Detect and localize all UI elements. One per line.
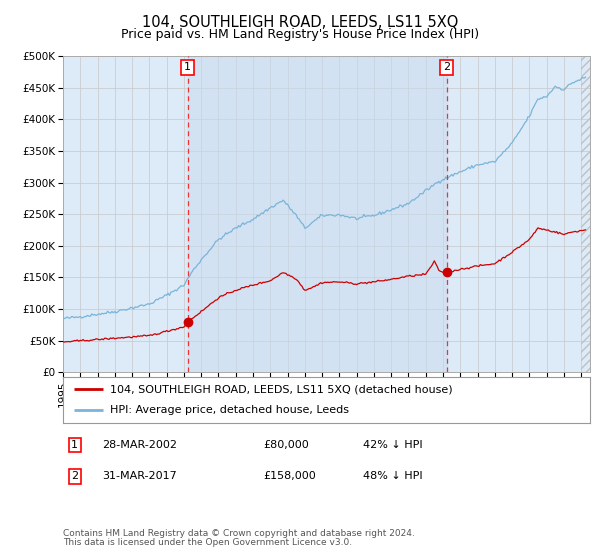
Text: 104, SOUTHLEIGH ROAD, LEEDS, LS11 5XQ (detached house): 104, SOUTHLEIGH ROAD, LEEDS, LS11 5XQ (d… (110, 384, 453, 394)
Text: 104, SOUTHLEIGH ROAD, LEEDS, LS11 5XQ: 104, SOUTHLEIGH ROAD, LEEDS, LS11 5XQ (142, 15, 458, 30)
Bar (188, 56, 447, 372)
Text: 48% ↓ HPI: 48% ↓ HPI (363, 472, 423, 482)
Text: 1: 1 (184, 62, 191, 72)
Text: HPI: Average price, detached house, Leeds: HPI: Average price, detached house, Leed… (110, 405, 349, 416)
Text: 2: 2 (71, 472, 78, 482)
Text: £80,000: £80,000 (263, 440, 309, 450)
Text: 2: 2 (443, 62, 451, 72)
Text: £158,000: £158,000 (263, 472, 316, 482)
Text: This data is licensed under the Open Government Licence v3.0.: This data is licensed under the Open Gov… (63, 538, 352, 547)
Text: 28-MAR-2002: 28-MAR-2002 (103, 440, 178, 450)
Text: Price paid vs. HM Land Registry's House Price Index (HPI): Price paid vs. HM Land Registry's House … (121, 28, 479, 41)
Bar (581, 56, 592, 372)
Text: 1: 1 (71, 440, 78, 450)
Text: 42% ↓ HPI: 42% ↓ HPI (363, 440, 423, 450)
Text: 31-MAR-2017: 31-MAR-2017 (103, 472, 177, 482)
Text: Contains HM Land Registry data © Crown copyright and database right 2024.: Contains HM Land Registry data © Crown c… (63, 529, 415, 538)
